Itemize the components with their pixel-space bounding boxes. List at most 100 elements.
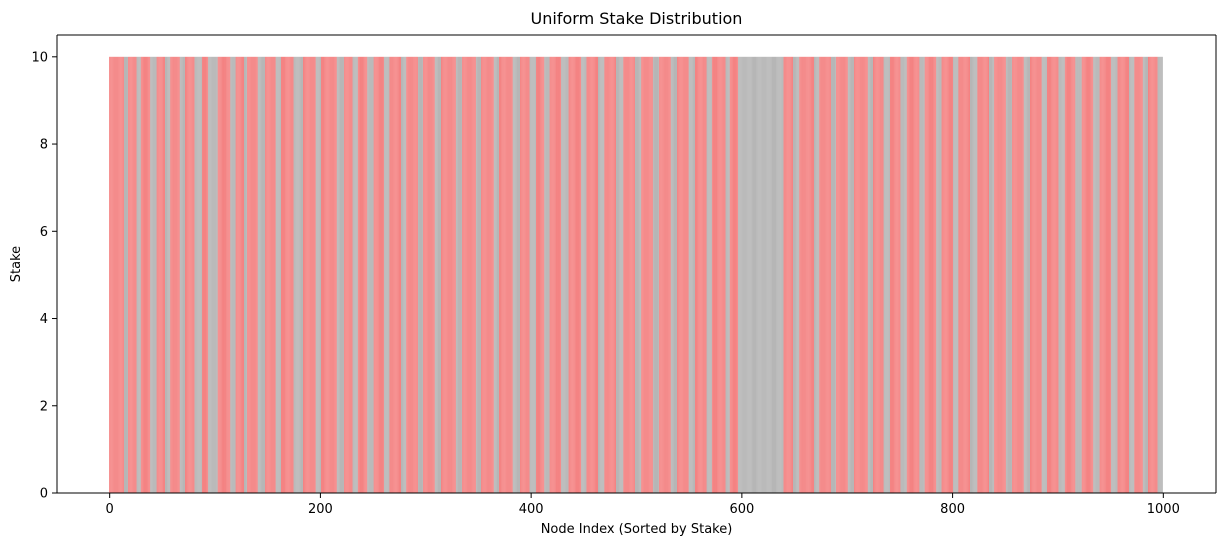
bar-node-494: [629, 56, 631, 494]
bar-node-569: [708, 56, 710, 494]
bar-node-591: [731, 56, 733, 494]
bar-node-195: [314, 56, 316, 494]
bar-node-234: [355, 56, 357, 494]
bar-node-587: [727, 56, 729, 494]
bar-node-910: [1068, 56, 1069, 494]
bar-node-880: [1036, 56, 1038, 494]
bar-node-651: [795, 56, 797, 494]
bar-node-349: [476, 56, 478, 494]
bar-node-816: [969, 56, 970, 494]
bar-node-806: [958, 56, 960, 494]
bar-node-575: [715, 56, 716, 494]
bar-node-181: [299, 56, 301, 494]
bar-node-376: [505, 56, 507, 494]
bar-node-868: [1023, 56, 1025, 494]
bar-node-371: [500, 56, 502, 494]
bar-node-912: [1070, 56, 1072, 494]
bar-node-471: [605, 56, 607, 494]
x-tick-label: 200: [308, 502, 333, 517]
bar-node-674: [819, 56, 821, 494]
bar-node-613: [755, 56, 756, 494]
bar-node-382: [511, 56, 513, 494]
bar-node-978: [1139, 56, 1141, 494]
bar-node-890: [1046, 56, 1048, 494]
bar-node-199: [318, 56, 320, 494]
bar-node-548: [686, 56, 688, 494]
bar-node-386: [515, 56, 517, 494]
bar-node-384: [513, 56, 515, 494]
bar-node-812: [964, 56, 966, 494]
bar-node-160: [277, 56, 279, 494]
bar-node-244: [366, 56, 368, 494]
bar-node-641: [784, 56, 786, 494]
bar-node-545: [683, 56, 685, 494]
bar-node-547: [685, 56, 687, 494]
bar-node-671: [816, 56, 818, 494]
bar-node-600: [741, 56, 743, 494]
bar-node-41: [152, 56, 154, 494]
bar-node-203: [323, 56, 324, 494]
bar-node-303: [428, 56, 430, 494]
bar-node-509: [645, 56, 647, 494]
bar-node-253: [375, 56, 377, 494]
bar-node-87: [200, 56, 202, 494]
bar-node-369: [498, 56, 499, 494]
bar-node-119: [234, 56, 236, 494]
bar-node-121: [236, 56, 238, 494]
bar-node-886: [1042, 56, 1044, 494]
bar-node-949: [1109, 56, 1111, 494]
y-tick-label: 6: [40, 225, 48, 240]
bar-node-204: [324, 56, 326, 494]
bar-node-314: [440, 56, 441, 494]
bar-node-15: [125, 56, 126, 494]
bar-node-482: [617, 56, 618, 494]
bar-node-321: [447, 56, 449, 494]
bar-node-486: [621, 56, 623, 494]
bar-node-906: [1063, 56, 1065, 494]
bar-node-251: [373, 56, 375, 494]
bar-node-317: [443, 56, 445, 494]
bar-node-53: [165, 56, 166, 494]
bar-node-239: [361, 56, 362, 494]
bar-node-389: [519, 56, 520, 494]
bar-node-958: [1118, 56, 1120, 494]
bar-node-859: [1014, 56, 1016, 494]
x-axis-label: Node Index (Sorted by Stake): [541, 522, 733, 537]
bar-node-183: [302, 56, 303, 494]
bar-node-436: [568, 56, 570, 494]
bar-node-136: [252, 56, 254, 494]
bar-node-318: [444, 56, 446, 494]
bar-node-626: [768, 56, 770, 494]
bar-node-410: [541, 56, 543, 494]
bar-node-508: [644, 56, 646, 494]
bar-node-455: [588, 56, 590, 494]
bar-node-188: [307, 56, 309, 494]
bar-node-171: [289, 56, 291, 494]
bar-node-84: [197, 56, 199, 494]
bar-node-196: [315, 56, 317, 494]
bar-node-250: [372, 56, 374, 494]
bar-node-957: [1117, 56, 1119, 494]
bar-node-179: [297, 56, 299, 494]
bar-node-645: [788, 56, 790, 494]
bar-node-826: [979, 56, 981, 494]
bar-node-713: [860, 56, 862, 494]
bar-node-542: [680, 56, 682, 494]
x-tick-label: 800: [940, 502, 965, 517]
bar-node-271: [394, 56, 396, 494]
bar-node-803: [955, 56, 957, 494]
bar-node-927: [1085, 56, 1087, 494]
bar-node-277: [401, 56, 402, 494]
bar-node-861: [1016, 56, 1018, 494]
bar-node-313: [439, 56, 440, 494]
bar-node-278: [402, 56, 404, 494]
bar-node-506: [642, 56, 644, 494]
bar-node-881: [1037, 56, 1039, 494]
bar-node-876: [1032, 56, 1034, 494]
bar-node-96: [210, 56, 212, 494]
bar-node-139: [255, 56, 257, 494]
bar-node-132: [248, 56, 250, 494]
bar-node-869: [1024, 56, 1026, 494]
bar-node-52: [164, 56, 165, 494]
bar-node-46: [157, 56, 159, 494]
